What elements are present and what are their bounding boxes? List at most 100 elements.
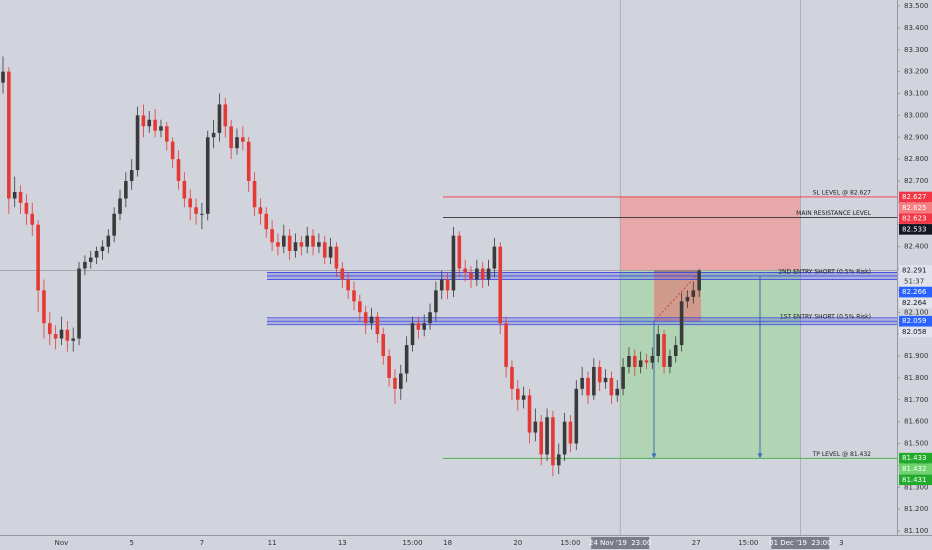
candle-body: [551, 417, 555, 466]
candle-body: [141, 115, 146, 127]
candle-body: [340, 268, 345, 280]
price-tag: [899, 474, 932, 486]
x-tick-highlight: [591, 537, 650, 549]
price-tag-label: 82.059: [902, 317, 927, 325]
candle-body: [644, 360, 649, 363]
candle-body: [118, 198, 122, 214]
candle-body: [153, 119, 157, 131]
candle-body: [434, 290, 438, 313]
y-tick-label: 82.900: [904, 133, 929, 141]
candle-body: [697, 270, 701, 291]
x-tick-label: 13: [338, 539, 347, 547]
candle-body: [463, 268, 467, 273]
candle-body: [12, 191, 17, 199]
x-tick-label: 24 Nov '19 23:00: [589, 539, 651, 547]
y-tick-label: 82.700: [904, 177, 929, 185]
price-tag: [899, 297, 932, 309]
arrow-head: [651, 453, 657, 459]
candle-body: [422, 323, 426, 330]
level-label: 1ST ENTRY SHORT (0.5% Risk): [780, 314, 871, 321]
x-tick-label: 15:00: [560, 539, 580, 547]
candle-body: [399, 373, 403, 389]
price-tag: [899, 315, 932, 327]
candle-body: [562, 421, 567, 455]
y-tick-label: 82.400: [904, 243, 929, 251]
candle-body: [65, 329, 70, 341]
price-tag-label: 82.291: [902, 266, 927, 274]
candle-body: [486, 268, 491, 280]
candle-body: [106, 235, 111, 247]
price-tag-label: 82.533: [902, 225, 927, 233]
candle-body: [504, 323, 508, 367]
candle-body: [580, 377, 584, 389]
x-tick-label: 3: [839, 539, 843, 547]
candle-body: [615, 388, 620, 396]
candle-body: [516, 388, 520, 400]
candle-body: [30, 213, 35, 225]
candle-body: [252, 181, 257, 208]
candle-body: [299, 242, 304, 247]
candle-body: [492, 246, 497, 269]
candle-body: [521, 395, 526, 400]
position-zone: [620, 270, 801, 459]
trend-line: [653, 270, 702, 322]
candle-body: [94, 251, 99, 258]
candle-body: [445, 279, 450, 291]
price-tag: [899, 452, 932, 464]
candle-body: [627, 356, 631, 367]
y-tick-label: 82.800: [904, 155, 929, 163]
y-tick-label: 81.300: [904, 483, 929, 491]
y-tick-label: 82.100: [904, 308, 929, 316]
candle-body: [135, 115, 140, 171]
candle-body: [276, 242, 280, 247]
candle-body: [182, 181, 187, 199]
candle-body: [229, 126, 233, 149]
candle-body: [36, 224, 40, 291]
candle-body: [410, 323, 415, 346]
y-tick-label: 83.300: [904, 46, 929, 54]
price-tag-label: 82.266: [902, 288, 927, 296]
candle-body: [352, 290, 356, 302]
price-tag: [899, 202, 932, 214]
candle-body: [428, 312, 432, 324]
candle-body: [1, 71, 5, 83]
candle-body: [217, 104, 222, 133]
candle-body: [305, 235, 309, 247]
price-tag-label: 82.623: [902, 215, 927, 223]
candle-body: [322, 242, 327, 258]
price-tag-label: 81.431: [902, 476, 927, 484]
candle-body: [42, 290, 46, 324]
candle-body: [510, 366, 514, 389]
candle-body: [638, 360, 643, 367]
candle-body: [533, 421, 538, 433]
candle-body: [328, 246, 333, 258]
level-label: SL LEVEL @ 82.627: [813, 189, 871, 196]
price-tag: [899, 286, 932, 298]
candle-body: [53, 334, 58, 339]
candle-body: [112, 213, 116, 236]
candle-body: [88, 257, 93, 262]
candle-body: [287, 235, 292, 251]
candle-body: [586, 377, 590, 396]
x-tick-label: 01 Dec '19 23:00: [769, 539, 831, 547]
candle-body: [498, 246, 503, 324]
candle-body: [194, 207, 198, 214]
level-label: MAIN RESISTANCE LEVEL: [796, 210, 872, 217]
candle-body: [159, 126, 163, 131]
candle-body: [592, 366, 596, 396]
x-tick-highlight: [771, 537, 830, 549]
candle-body: [129, 170, 134, 181]
level-label: TP LEVEL @ 81.432: [812, 451, 872, 458]
candle-body: [346, 279, 350, 291]
candle-body: [656, 334, 660, 356]
candle-body: [358, 301, 362, 313]
x-tick-label: 5: [129, 539, 133, 547]
level-label: 2ND ENTRY SHORT (0.5% Risk): [778, 268, 871, 275]
x-tick-label: 15:00: [402, 539, 422, 547]
arrow-head: [757, 453, 763, 459]
candle-body: [223, 104, 228, 127]
candle-body: [597, 366, 602, 383]
x-tick-label: 15:00: [738, 539, 758, 547]
y-tick-label: 81.900: [904, 352, 929, 360]
candle-body: [685, 296, 690, 302]
